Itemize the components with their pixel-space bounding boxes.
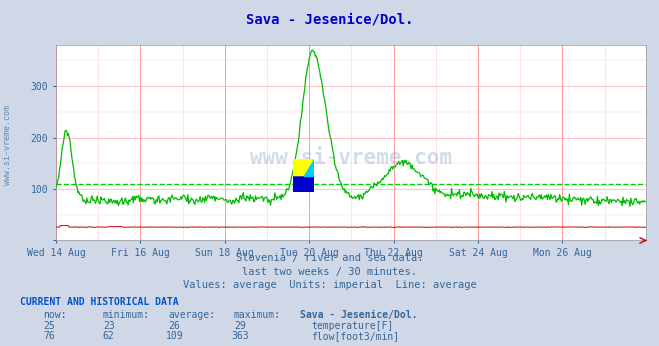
Text: www.si-vreme.com: www.si-vreme.com xyxy=(250,148,452,169)
Text: 76: 76 xyxy=(43,331,55,341)
Text: 29: 29 xyxy=(235,321,246,331)
Text: 25: 25 xyxy=(43,321,55,331)
Polygon shape xyxy=(293,159,314,192)
Text: Sava - Jesenice/Dol.: Sava - Jesenice/Dol. xyxy=(300,310,417,320)
Text: 23: 23 xyxy=(103,321,115,331)
Text: Slovenia / river and sea data.: Slovenia / river and sea data. xyxy=(236,253,423,263)
Text: www.si-vreme.com: www.si-vreme.com xyxy=(3,105,13,185)
Text: now:: now: xyxy=(43,310,67,320)
Text: Sava - Jesenice/Dol.: Sava - Jesenice/Dol. xyxy=(246,12,413,26)
Text: flow[foot3/min]: flow[foot3/min] xyxy=(311,331,399,341)
Text: temperature[F]: temperature[F] xyxy=(311,321,393,331)
Text: 109: 109 xyxy=(166,331,183,341)
Text: average:: average: xyxy=(168,310,215,320)
Polygon shape xyxy=(304,159,314,176)
Text: maximum:: maximum: xyxy=(234,310,281,320)
Text: 62: 62 xyxy=(103,331,115,341)
Text: CURRENT AND HISTORICAL DATA: CURRENT AND HISTORICAL DATA xyxy=(20,297,179,307)
Text: minimum:: minimum: xyxy=(102,310,149,320)
Polygon shape xyxy=(293,159,314,176)
Text: 363: 363 xyxy=(232,331,249,341)
Text: Values: average  Units: imperial  Line: average: Values: average Units: imperial Line: av… xyxy=(183,281,476,290)
Text: 26: 26 xyxy=(169,321,181,331)
Text: last two weeks / 30 minutes.: last two weeks / 30 minutes. xyxy=(242,267,417,276)
